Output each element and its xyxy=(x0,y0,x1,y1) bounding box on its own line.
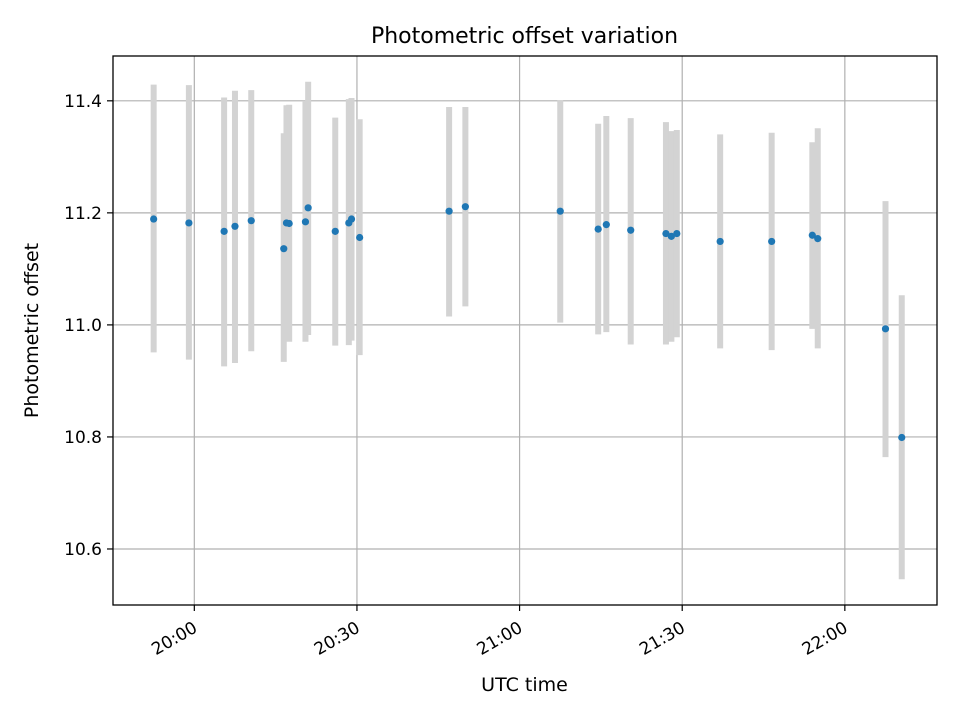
y-axis-ticks: 10.6 10.8 11.0 11.2 11.4 xyxy=(64,92,113,560)
y-tick-label: 11.2 xyxy=(64,204,102,224)
data-point xyxy=(627,226,635,234)
data-point xyxy=(594,225,602,233)
data-point xyxy=(304,204,312,212)
data-point xyxy=(331,227,339,235)
data-point xyxy=(445,207,453,215)
x-tick-label: 22:00 xyxy=(799,618,851,660)
chart-title: Photometric offset variation xyxy=(371,24,678,49)
data-point xyxy=(185,219,193,227)
errorbars xyxy=(150,81,905,580)
data-point xyxy=(602,221,610,229)
data-point xyxy=(356,233,364,242)
data-point xyxy=(768,237,776,246)
data-point xyxy=(716,237,724,246)
plot-frame xyxy=(112,55,938,606)
y-tick-label: 11.4 xyxy=(64,92,102,112)
x-tick-label: 21:30 xyxy=(636,618,688,660)
data-point xyxy=(667,232,675,240)
data-point xyxy=(814,235,822,243)
x-axis-label: UTC time xyxy=(481,674,568,696)
x-axis-ticks: 20:00 20:30 21:00 21:30 22:00 xyxy=(148,605,851,660)
data-point xyxy=(301,218,310,226)
x-tick-label: 20:00 xyxy=(148,618,200,660)
data-point xyxy=(220,227,228,235)
data-point xyxy=(673,229,681,238)
data-point xyxy=(247,217,255,225)
data-point xyxy=(150,215,158,223)
x-tick-label: 20:30 xyxy=(311,618,363,660)
y-tick-label: 10.6 xyxy=(64,540,102,560)
data-point xyxy=(285,219,293,228)
data-markers xyxy=(150,203,906,442)
data-point xyxy=(898,433,906,442)
data-point xyxy=(556,207,564,215)
y-axis-label: Photometric offset xyxy=(21,243,43,418)
data-point xyxy=(280,245,288,253)
y-tick-label: 11.0 xyxy=(64,316,102,336)
data-point xyxy=(231,222,239,230)
data-point xyxy=(662,229,670,238)
data-point xyxy=(461,203,469,211)
data-point xyxy=(881,325,890,333)
y-tick-label: 10.8 xyxy=(64,428,102,448)
x-tick-label: 21:00 xyxy=(474,618,526,660)
data-point xyxy=(347,215,356,223)
data-point xyxy=(808,231,816,239)
